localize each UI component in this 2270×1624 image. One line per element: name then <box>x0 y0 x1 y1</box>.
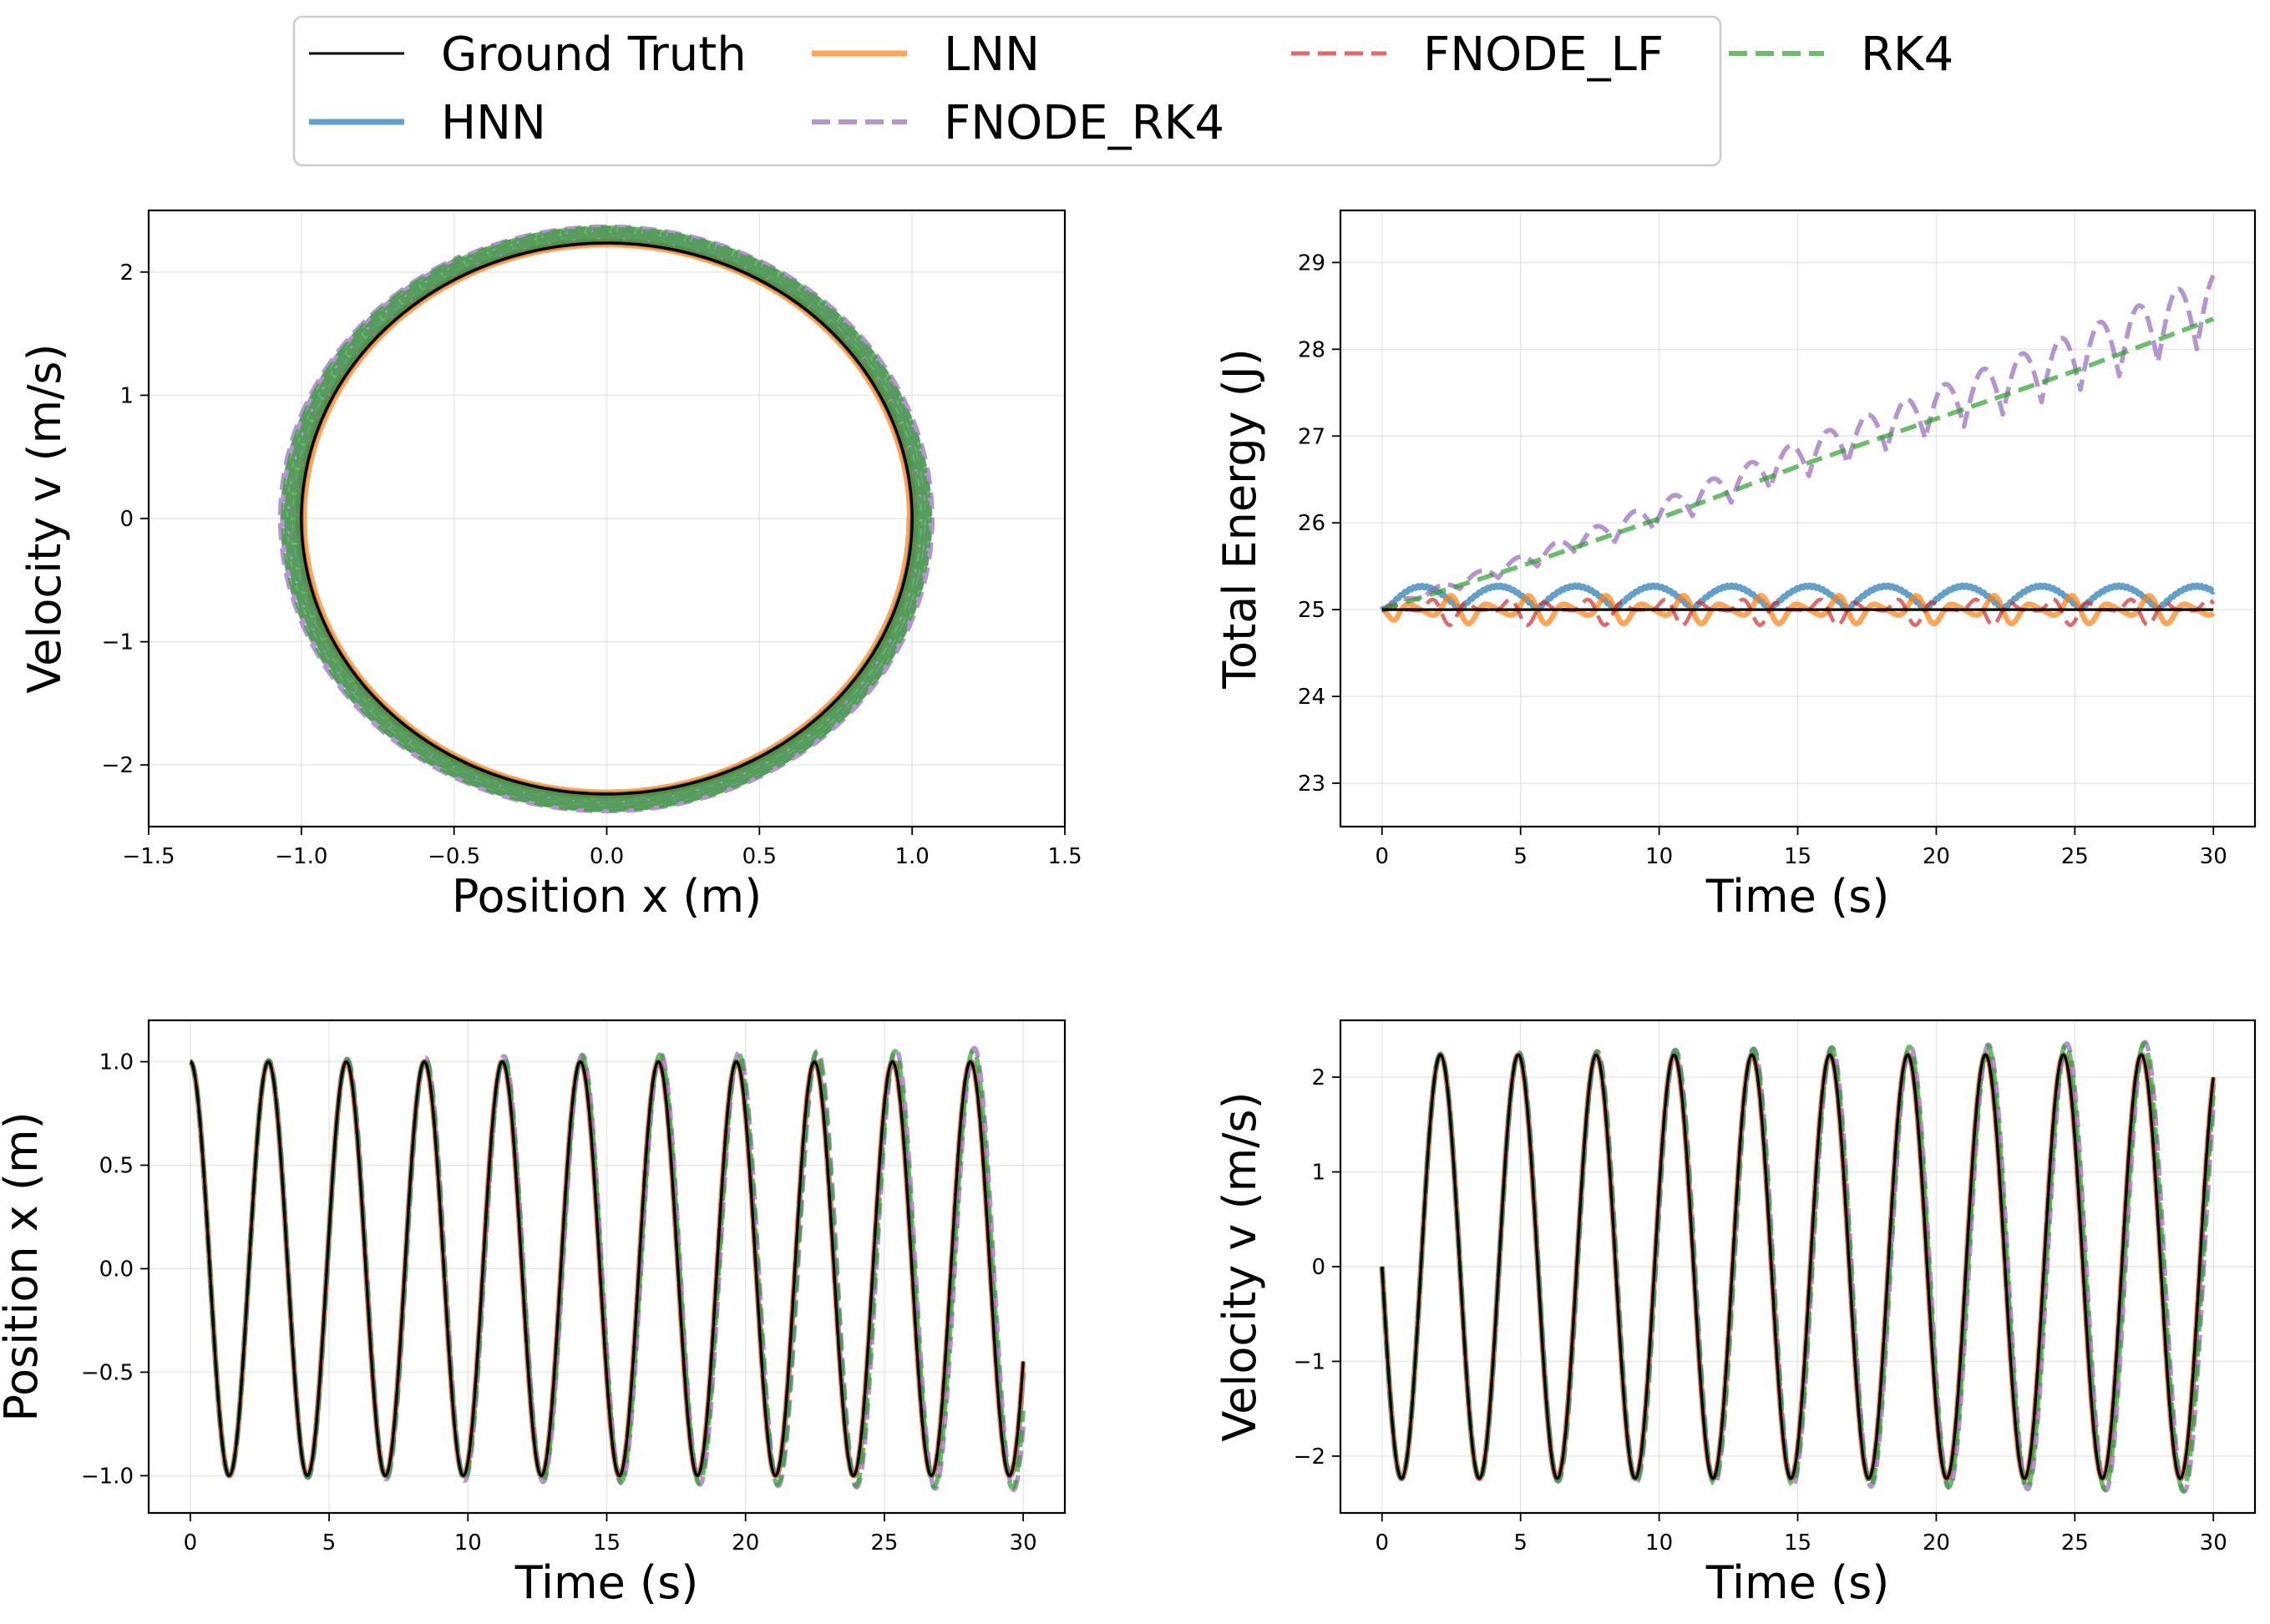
phase-series-rk4 <box>281 225 932 812</box>
velocity-ytick-label: −1 <box>1294 1349 1325 1374</box>
velocity-series-ground-truth <box>1381 1053 2215 1480</box>
energy-series-lnn <box>1379 593 2217 627</box>
position-axes-frame <box>147 1019 1067 1515</box>
energy-series-fnode-rk4 <box>1380 273 2216 614</box>
energy-xtick-label: 10 <box>1645 844 1673 869</box>
phase-plot-area <box>277 224 935 814</box>
phase-ytick-label: 1 <box>119 383 134 408</box>
energy-xlabel: Time (s) <box>1705 870 1890 923</box>
legend: Ground Truth HNN LNN FNODE_RK4 FNODE_LF … <box>292 15 1953 167</box>
energy-axes-frame <box>1339 209 2257 828</box>
velocity-ytick-label: 2 <box>1311 1065 1325 1090</box>
position-xtick-label: 10 <box>454 1530 482 1556</box>
energy-series-rk4 <box>1380 316 2216 612</box>
legend-entry-fnode-rk4: FNODE_RK4 <box>812 96 1224 150</box>
position-xtick-label: 20 <box>732 1530 759 1556</box>
phase-axes-frame <box>147 209 1067 828</box>
energy-ytick-label: 23 <box>1298 772 1325 797</box>
position-xtick-label: 0 <box>184 1530 198 1556</box>
energy-xtick-label: 30 <box>2200 844 2227 869</box>
legend-label-fnode-rk4: FNODE_RK4 <box>944 96 1224 150</box>
energy-ytick-label: 26 <box>1298 511 1325 536</box>
legend-label-hnn: HNN <box>441 96 546 150</box>
energy-ytick-label: 27 <box>1298 424 1325 449</box>
velocity-xtick-label: 25 <box>2061 1530 2089 1556</box>
position-ytick-label: 0.5 <box>99 1154 134 1179</box>
velocity-ytick-label: −2 <box>1294 1444 1325 1470</box>
position-ytick-label: −1.0 <box>81 1464 134 1489</box>
energy-xtick-label: 25 <box>2061 844 2089 869</box>
phase-xtick-label: 0.5 <box>742 844 777 869</box>
energy-ylabel: Total Energy (J) <box>1214 348 1266 690</box>
position-xlabel: Time (s) <box>514 1556 699 1609</box>
phase-xtick-label: 1.0 <box>894 844 929 869</box>
position-xtick-label: 15 <box>593 1530 621 1556</box>
phase-ytick-label: −1 <box>102 630 134 655</box>
legend-label-ground-truth: Ground Truth <box>441 28 747 82</box>
position-plot-area <box>187 1045 1026 1493</box>
legend-entry-ground-truth: Ground Truth <box>309 28 747 82</box>
energy-ytick-label: 29 <box>1298 250 1325 276</box>
legend-frame <box>292 15 1722 167</box>
phase-xtick-label: −0.5 <box>428 844 480 869</box>
legend-label-lnn: LNN <box>944 28 1040 82</box>
panel-phase-portrait: −1.5 −1.0 −0.5 0.0 0.5 1.0 1.5 −2 −1 0 1 2 Position … <box>18 209 1082 923</box>
phase-ylabel: Velocity v (m/s) <box>18 343 71 693</box>
velocity-xtick-label: 15 <box>1784 1530 1811 1556</box>
phase-xtick-label: −1.5 <box>122 844 175 869</box>
position-ytick-label: −0.5 <box>81 1360 134 1385</box>
legend-entry-lnn: LNN <box>812 28 1040 82</box>
legend-label-rk4: RK4 <box>1861 28 1953 82</box>
legend-entry-rk4: RK4 <box>1729 28 1953 82</box>
velocity-series-rk4 <box>1380 1040 2216 1494</box>
phase-xtick-label: 0.0 <box>590 844 624 869</box>
phase-xlabel: Position x (m) <box>452 870 762 923</box>
energy-ytick-label: 25 <box>1298 598 1325 623</box>
energy-xtick-label: 0 <box>1375 844 1389 869</box>
velocity-plot-area <box>1379 1040 2217 1495</box>
energy-plot-area <box>1379 273 2217 627</box>
position-xtick-label: 25 <box>870 1530 898 1556</box>
position-xtick-label: 30 <box>1010 1530 1037 1556</box>
velocity-xtick-label: 10 <box>1645 1530 1673 1556</box>
position-ytick-label: 0.0 <box>99 1257 134 1282</box>
phase-ytick-label: 0 <box>119 507 134 532</box>
legend-label-fnode-lf: FNODE_LF <box>1423 28 1664 82</box>
phase-ytick-label: 2 <box>119 261 134 286</box>
velocity-ylabel: Velocity v (m/s) <box>1214 1091 1266 1441</box>
phase-xtick-label: −1.0 <box>275 844 327 869</box>
velocity-xtick-label: 20 <box>1923 1530 1950 1556</box>
energy-series-hnn <box>1379 582 2217 614</box>
velocity-axes-frame <box>1339 1019 2257 1515</box>
energy-xtick-label: 5 <box>1513 844 1528 869</box>
velocity-ytick-label: 1 <box>1311 1161 1325 1186</box>
phase-ytick-label: −2 <box>102 753 134 778</box>
legend-entry-fnode-lf: FNODE_LF <box>1291 28 1664 82</box>
velocity-xtick-label: 0 <box>1375 1530 1389 1556</box>
energy-xtick-label: 15 <box>1784 844 1811 869</box>
position-series-ground-truth <box>189 1060 1025 1477</box>
velocity-xtick-label: 5 <box>1513 1530 1528 1556</box>
legend-entry-hnn: HNN <box>309 96 546 150</box>
phase-series-ground-truth <box>300 241 914 796</box>
position-ylabel: Position x (m) <box>0 1111 48 1421</box>
energy-xtick-label: 20 <box>1923 844 1950 869</box>
velocity-ytick-label: 0 <box>1311 1255 1325 1280</box>
panel-total-energy: 0 5 10 15 20 25 30 23 24 25 26 27 28 29 Time (s) Total … <box>1214 209 2257 923</box>
panel-position-time: 0 5 10 15 20 25 30 −1.0 −0.5 0.0 0.5 1.0 Time (s) Pos… <box>0 1019 1067 1609</box>
velocity-xlabel: Time (s) <box>1705 1556 1890 1609</box>
position-ytick-label: 1.0 <box>99 1050 134 1075</box>
energy-ytick-label: 24 <box>1298 685 1325 710</box>
position-xtick-label: 5 <box>322 1530 337 1556</box>
energy-ytick-label: 28 <box>1298 337 1325 362</box>
phase-xtick-label: 1.5 <box>1047 844 1082 869</box>
panel-velocity-time: 0 5 10 15 20 25 30 −2 −1 0 1 2 Time (s) Velocity v (m… <box>1214 1019 2257 1609</box>
velocity-xtick-label: 30 <box>2200 1530 2227 1556</box>
